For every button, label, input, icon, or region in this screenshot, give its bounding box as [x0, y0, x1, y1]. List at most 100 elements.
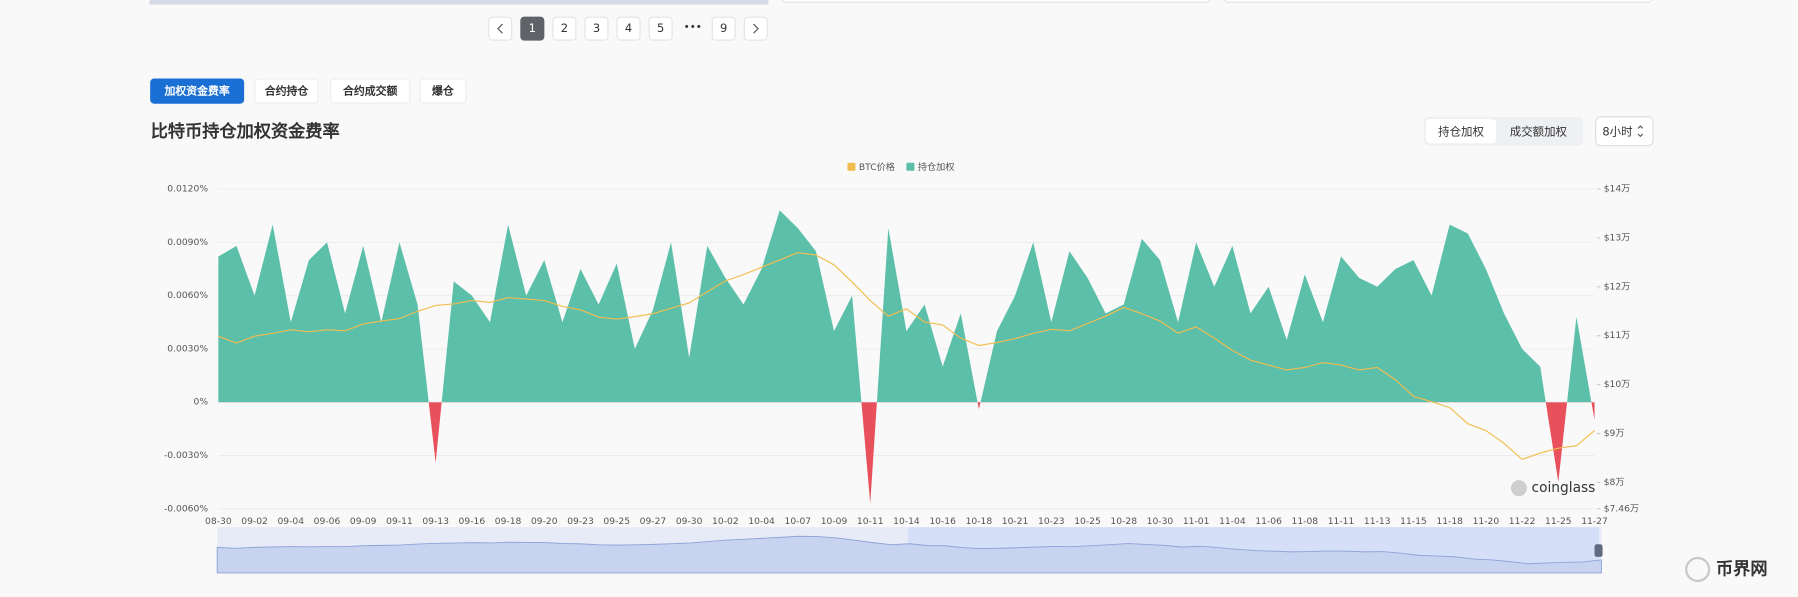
x-tick-label: 11-20 — [1473, 516, 1500, 527]
next-page[interactable] — [743, 16, 768, 41]
x-tick-label: 11-27 — [1581, 516, 1608, 527]
tab-label: 合约成交额 — [343, 84, 397, 98]
watermark: coinglass — [1532, 480, 1596, 496]
interval-value: 8小时 — [1602, 124, 1632, 138]
x-tick-label: 10-11 — [857, 516, 884, 527]
y2-tick-label: $13万 — [1604, 232, 1631, 243]
y-tick-label: 0% — [194, 397, 209, 408]
y-tick-label: 0.0030% — [167, 343, 208, 354]
prev-icon — [497, 23, 503, 34]
toggle-option[interactable]: 持仓加权 — [1438, 124, 1484, 138]
tab[interactable] — [419, 78, 467, 104]
tab[interactable] — [254, 78, 319, 104]
x-tick-label: 11-18 — [1436, 516, 1463, 527]
x-tick-label: 11-01 — [1183, 516, 1210, 527]
page-number: 5 — [657, 21, 664, 35]
toggle-option[interactable]: 成交额加权 — [1510, 124, 1568, 138]
x-tick-label: 09-25 — [603, 516, 630, 527]
tab[interactable] — [150, 78, 245, 104]
price-line — [218, 252, 1595, 461]
toggle-active — [1426, 119, 1496, 144]
tab-label: 合约持仓 — [265, 84, 309, 98]
legend-label[interactable]: BTC价格 — [859, 161, 895, 173]
watermark-icon — [1510, 480, 1527, 497]
site-logo: 币界网 — [1716, 559, 1768, 579]
page-number: 2 — [561, 21, 568, 35]
tab-label: 爆仓 — [432, 84, 454, 98]
x-tick-label: 09-02 — [241, 516, 268, 527]
x-tick-label: 10-18 — [966, 516, 993, 527]
y-tick-label: 0.0060% — [167, 290, 208, 301]
page-button[interactable] — [584, 16, 609, 41]
x-tick-label: 10-16 — [929, 516, 956, 527]
x-tick-label: 10-09 — [821, 516, 848, 527]
y2-tick-label: $12万 — [1604, 281, 1631, 292]
card — [781, 0, 1211, 3]
x-tick-label: 09-04 — [277, 516, 304, 527]
prev-page[interactable] — [488, 16, 513, 41]
x-tick-label: 11-15 — [1400, 516, 1427, 527]
page-number: 9 — [720, 21, 727, 35]
x-tick-label: 10-21 — [1002, 516, 1029, 527]
legend-swatch — [906, 162, 915, 171]
x-tick-label: 09-30 — [676, 516, 703, 527]
tab-label: 加权资金费率 — [164, 84, 230, 98]
page-number: 4 — [625, 21, 632, 35]
y2-tick-label: $10万 — [1604, 379, 1631, 390]
y2-tick-label: $8万 — [1604, 477, 1625, 488]
navigator-line — [216, 535, 1602, 574]
y-tick-label: 0.0120% — [167, 184, 208, 195]
x-tick-label: 08-30 — [205, 516, 232, 527]
x-tick-label: 09-20 — [531, 516, 558, 527]
logo-icon — [1685, 556, 1711, 583]
y-tick-label: -0.0030% — [164, 450, 208, 461]
page-number: 3 — [593, 21, 600, 35]
page-button[interactable] — [520, 16, 545, 41]
navigator-handle[interactable] — [1594, 544, 1603, 557]
funding-area-positive — [218, 210, 1595, 403]
x-tick-label: 10-14 — [893, 516, 920, 527]
x-tick-label: 09-11 — [386, 516, 413, 527]
y2-tick-label: $9万 — [1604, 428, 1625, 439]
interval-select[interactable] — [1595, 116, 1654, 147]
page-button[interactable] — [648, 16, 673, 41]
card — [1223, 0, 1653, 3]
x-tick-label: 09-09 — [350, 516, 377, 527]
x-tick-label: 09-16 — [459, 516, 486, 527]
x-tick-label: 10-28 — [1110, 516, 1137, 527]
page-button[interactable] — [552, 16, 577, 41]
x-tick-label: 10-02 — [712, 516, 739, 527]
page-button[interactable] — [711, 16, 736, 41]
x-tick-label: 10-07 — [784, 516, 811, 527]
next-icon — [753, 23, 759, 34]
x-tick-label: 09-27 — [640, 516, 667, 527]
y2-tick-label: $7.46万 — [1604, 503, 1639, 514]
y-tick-label: -0.0060% — [164, 503, 208, 514]
x-tick-label: 09-18 — [495, 516, 522, 527]
table-footer — [149, 0, 769, 5]
x-tick-label: 11-25 — [1545, 516, 1572, 527]
x-tick-label: 11-13 — [1364, 516, 1391, 527]
legend-label[interactable]: 持仓加权 — [918, 161, 955, 173]
page-number: 1 — [529, 21, 536, 35]
y2-tick-label: $14万 — [1604, 184, 1631, 195]
x-tick-label: 09-06 — [314, 516, 341, 527]
tab[interactable] — [330, 78, 411, 104]
y2-tick-label: $11万 — [1604, 330, 1631, 341]
x-tick-label: 11-22 — [1509, 516, 1536, 527]
x-tick-label: 10-25 — [1074, 516, 1101, 527]
chart-title: 比特币持仓加权资金费率 — [151, 121, 340, 142]
chevron — [1637, 125, 1644, 138]
x-tick-label: 11-04 — [1219, 516, 1246, 527]
y-tick-label: 0.0090% — [167, 237, 208, 248]
x-tick-label: 10-04 — [748, 516, 775, 527]
x-tick-label: 10-30 — [1147, 516, 1174, 527]
page-button[interactable] — [616, 16, 641, 41]
x-tick-label: 09-23 — [567, 516, 594, 527]
x-tick-label: 11-06 — [1255, 516, 1282, 527]
x-tick-label: 11-08 — [1292, 516, 1319, 527]
x-tick-label: 10-23 — [1038, 516, 1065, 527]
page-ellipsis: ••• — [684, 22, 702, 34]
